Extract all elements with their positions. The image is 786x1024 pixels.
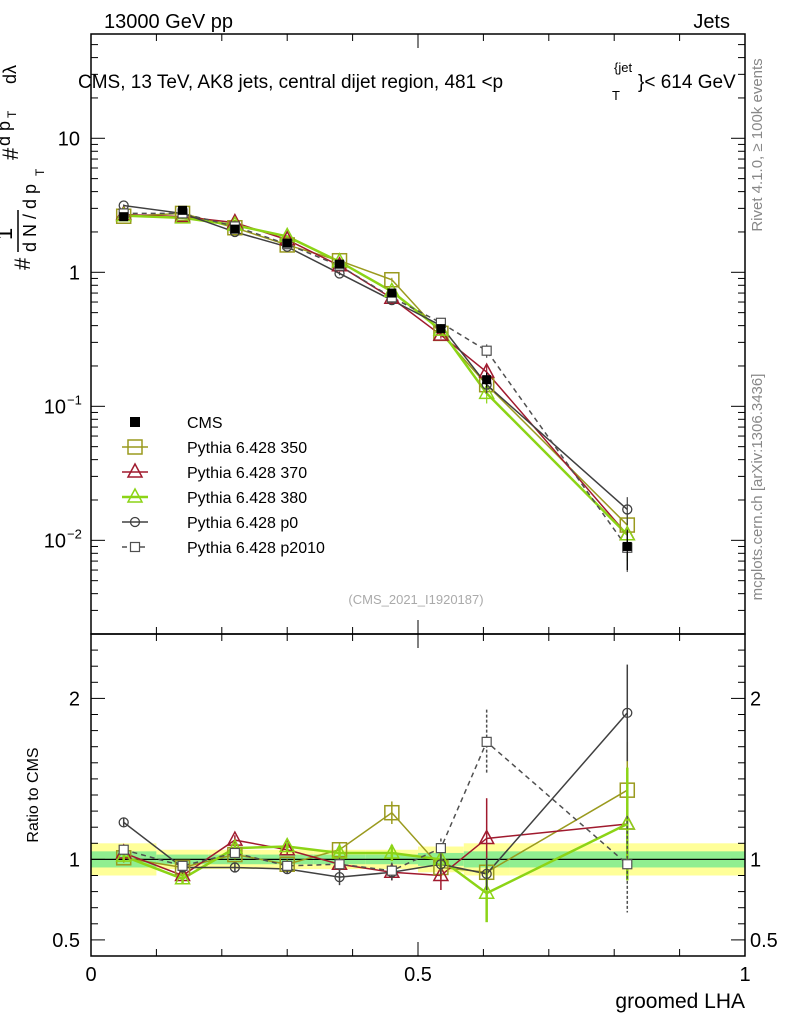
x-axis-label: groomed LHA: [615, 990, 745, 1013]
legend-label-data: CMS: [187, 415, 223, 432]
series-ratio-point-1: [278, 840, 296, 856]
data-point: [119, 212, 129, 222]
legend: CMS Pythia 6.428 350 Pythia 6.428 370 Pythi…: [122, 415, 325, 557]
svg-text:#: #: [0, 147, 23, 160]
series-ratio-point-3: [229, 862, 241, 873]
series-line-2: [123, 214, 629, 536]
series-ratio-point-4: [118, 844, 129, 855]
svg-text:dλ: dλ: [0, 65, 20, 84]
legend-marker-1: [126, 462, 144, 478]
y-tick-label: 10: [58, 128, 80, 150]
svg-text:d N / d p: d N / d p: [20, 184, 40, 252]
legend-label-3: Pythia 6.428 p0: [187, 515, 298, 532]
data-point: [282, 238, 292, 248]
data-point: [622, 541, 632, 551]
series-ratio-point-4: [177, 860, 188, 871]
header-left: 13000 GeV pp: [104, 11, 233, 33]
legend-marker-data: [130, 417, 140, 427]
side-label-mcplots: mcplots.cern.ch [arXiv:1306.3436]: [749, 374, 766, 601]
series-ratio-point-3: [118, 817, 129, 828]
series-ratio-point-3: [622, 707, 633, 719]
side-label-rivet: Rivet 4.1.0, ≥ 100k events: [749, 58, 766, 231]
ratio-y-tick-label: 0.5: [52, 930, 80, 952]
series-ratio-point-3: [481, 868, 492, 880]
ratio-y-tick-label-right: 0.5: [750, 930, 778, 952]
data-point: [436, 324, 446, 334]
chart-title-main: CMS, 13 TeV, AK8 jets, central dijet reg…: [78, 72, 503, 93]
series-point-2: [478, 383, 495, 400]
legend-marker-4: [129, 541, 141, 553]
legend-marker-3: [129, 516, 141, 528]
legend-label-1: Pythia 6.428 370: [187, 465, 307, 482]
data-point: [387, 288, 397, 298]
ratio-y-tick-label-right: 1: [750, 849, 761, 871]
series-point-4: [481, 345, 492, 356]
data-point: [482, 375, 492, 385]
series-ratio-point-4: [435, 843, 446, 854]
legend-marker-2: [126, 487, 144, 503]
series-ratio-point-3: [334, 871, 345, 883]
data-point: [178, 205, 188, 215]
series-ratio-point-4: [229, 847, 240, 859]
ratio-y-label: Ratio to CMS: [25, 747, 42, 842]
legend-label-2: Pythia 6.428 380: [187, 490, 307, 507]
series-ratio-point-2: [383, 843, 401, 859]
y-tick-label-exp: −1: [67, 392, 82, 407]
y-tick-label: 1: [69, 262, 80, 284]
header-right: Jets: [693, 11, 730, 33]
y-tick-label: 10: [44, 396, 66, 418]
svg-text:T: T: [33, 168, 47, 176]
legend-label-4: Pythia 6.428 p2010: [187, 540, 325, 557]
series-point-3: [622, 504, 633, 515]
x-tick-label: 0: [85, 964, 96, 986]
svg-text:T: T: [5, 110, 19, 118]
series-ratio-point-4: [386, 865, 397, 876]
x-tick-label: 1: [739, 964, 750, 986]
chart-title-sub: T: [612, 88, 620, 103]
ratio-y-tick-label-right: 2: [750, 688, 761, 710]
series-point-1: [432, 325, 450, 341]
svg-text:1: 1: [0, 228, 17, 240]
series-ratio-point-2: [278, 836, 296, 853]
plot-points: [115, 200, 636, 923]
ratio-y-tick-label: 1: [69, 849, 80, 871]
chart-title-tail: }< 614 GeV: [638, 72, 736, 93]
series-line-3: [123, 204, 628, 511]
ratio-y-tick-label: 2: [69, 688, 80, 710]
chart-title: CMS, 13 TeV, AK8 jets, central dijet reg…: [78, 60, 736, 103]
series-ratio-point-4: [282, 860, 293, 871]
y-tick-label: 10: [44, 530, 66, 552]
y-axis-label-top: # d N / d p T 1 # d p T # d 2 N dλ: [0, 65, 47, 270]
series-ratio-point-4: [334, 859, 345, 870]
series-ratio-point-2: [619, 814, 636, 830]
series-ratio-point-2: [478, 883, 495, 899]
x-tick-label: 0.5: [404, 964, 432, 986]
series-point-0: [384, 271, 400, 288]
series-ratio-point-0: [384, 804, 400, 821]
series-ratio-point-4: [481, 736, 492, 747]
series-line-1: [123, 213, 628, 536]
series-ratio-point-3: [435, 859, 447, 870]
series-line-4: [123, 212, 628, 549]
svg-text:d p: d p: [0, 121, 14, 146]
data-point: [230, 224, 240, 234]
chart-title-sup: {jet: [614, 60, 632, 75]
svg-text:#: #: [10, 257, 35, 270]
data-point: [335, 259, 345, 269]
watermark: (CMS_2021_I1920187): [348, 592, 483, 607]
series-ratio-point-4: [622, 859, 633, 870]
legend-label-0: Pythia 6.428 350: [187, 440, 307, 457]
series-ratio-point-1: [478, 828, 495, 845]
y-tick-label-exp: −2: [67, 526, 82, 541]
series-ratio-point-2: [174, 869, 191, 885]
ratio-panel-frame: [90, 633, 746, 957]
series-ratio-point-1: [432, 865, 450, 882]
legend-marker-0: [127, 439, 143, 455]
